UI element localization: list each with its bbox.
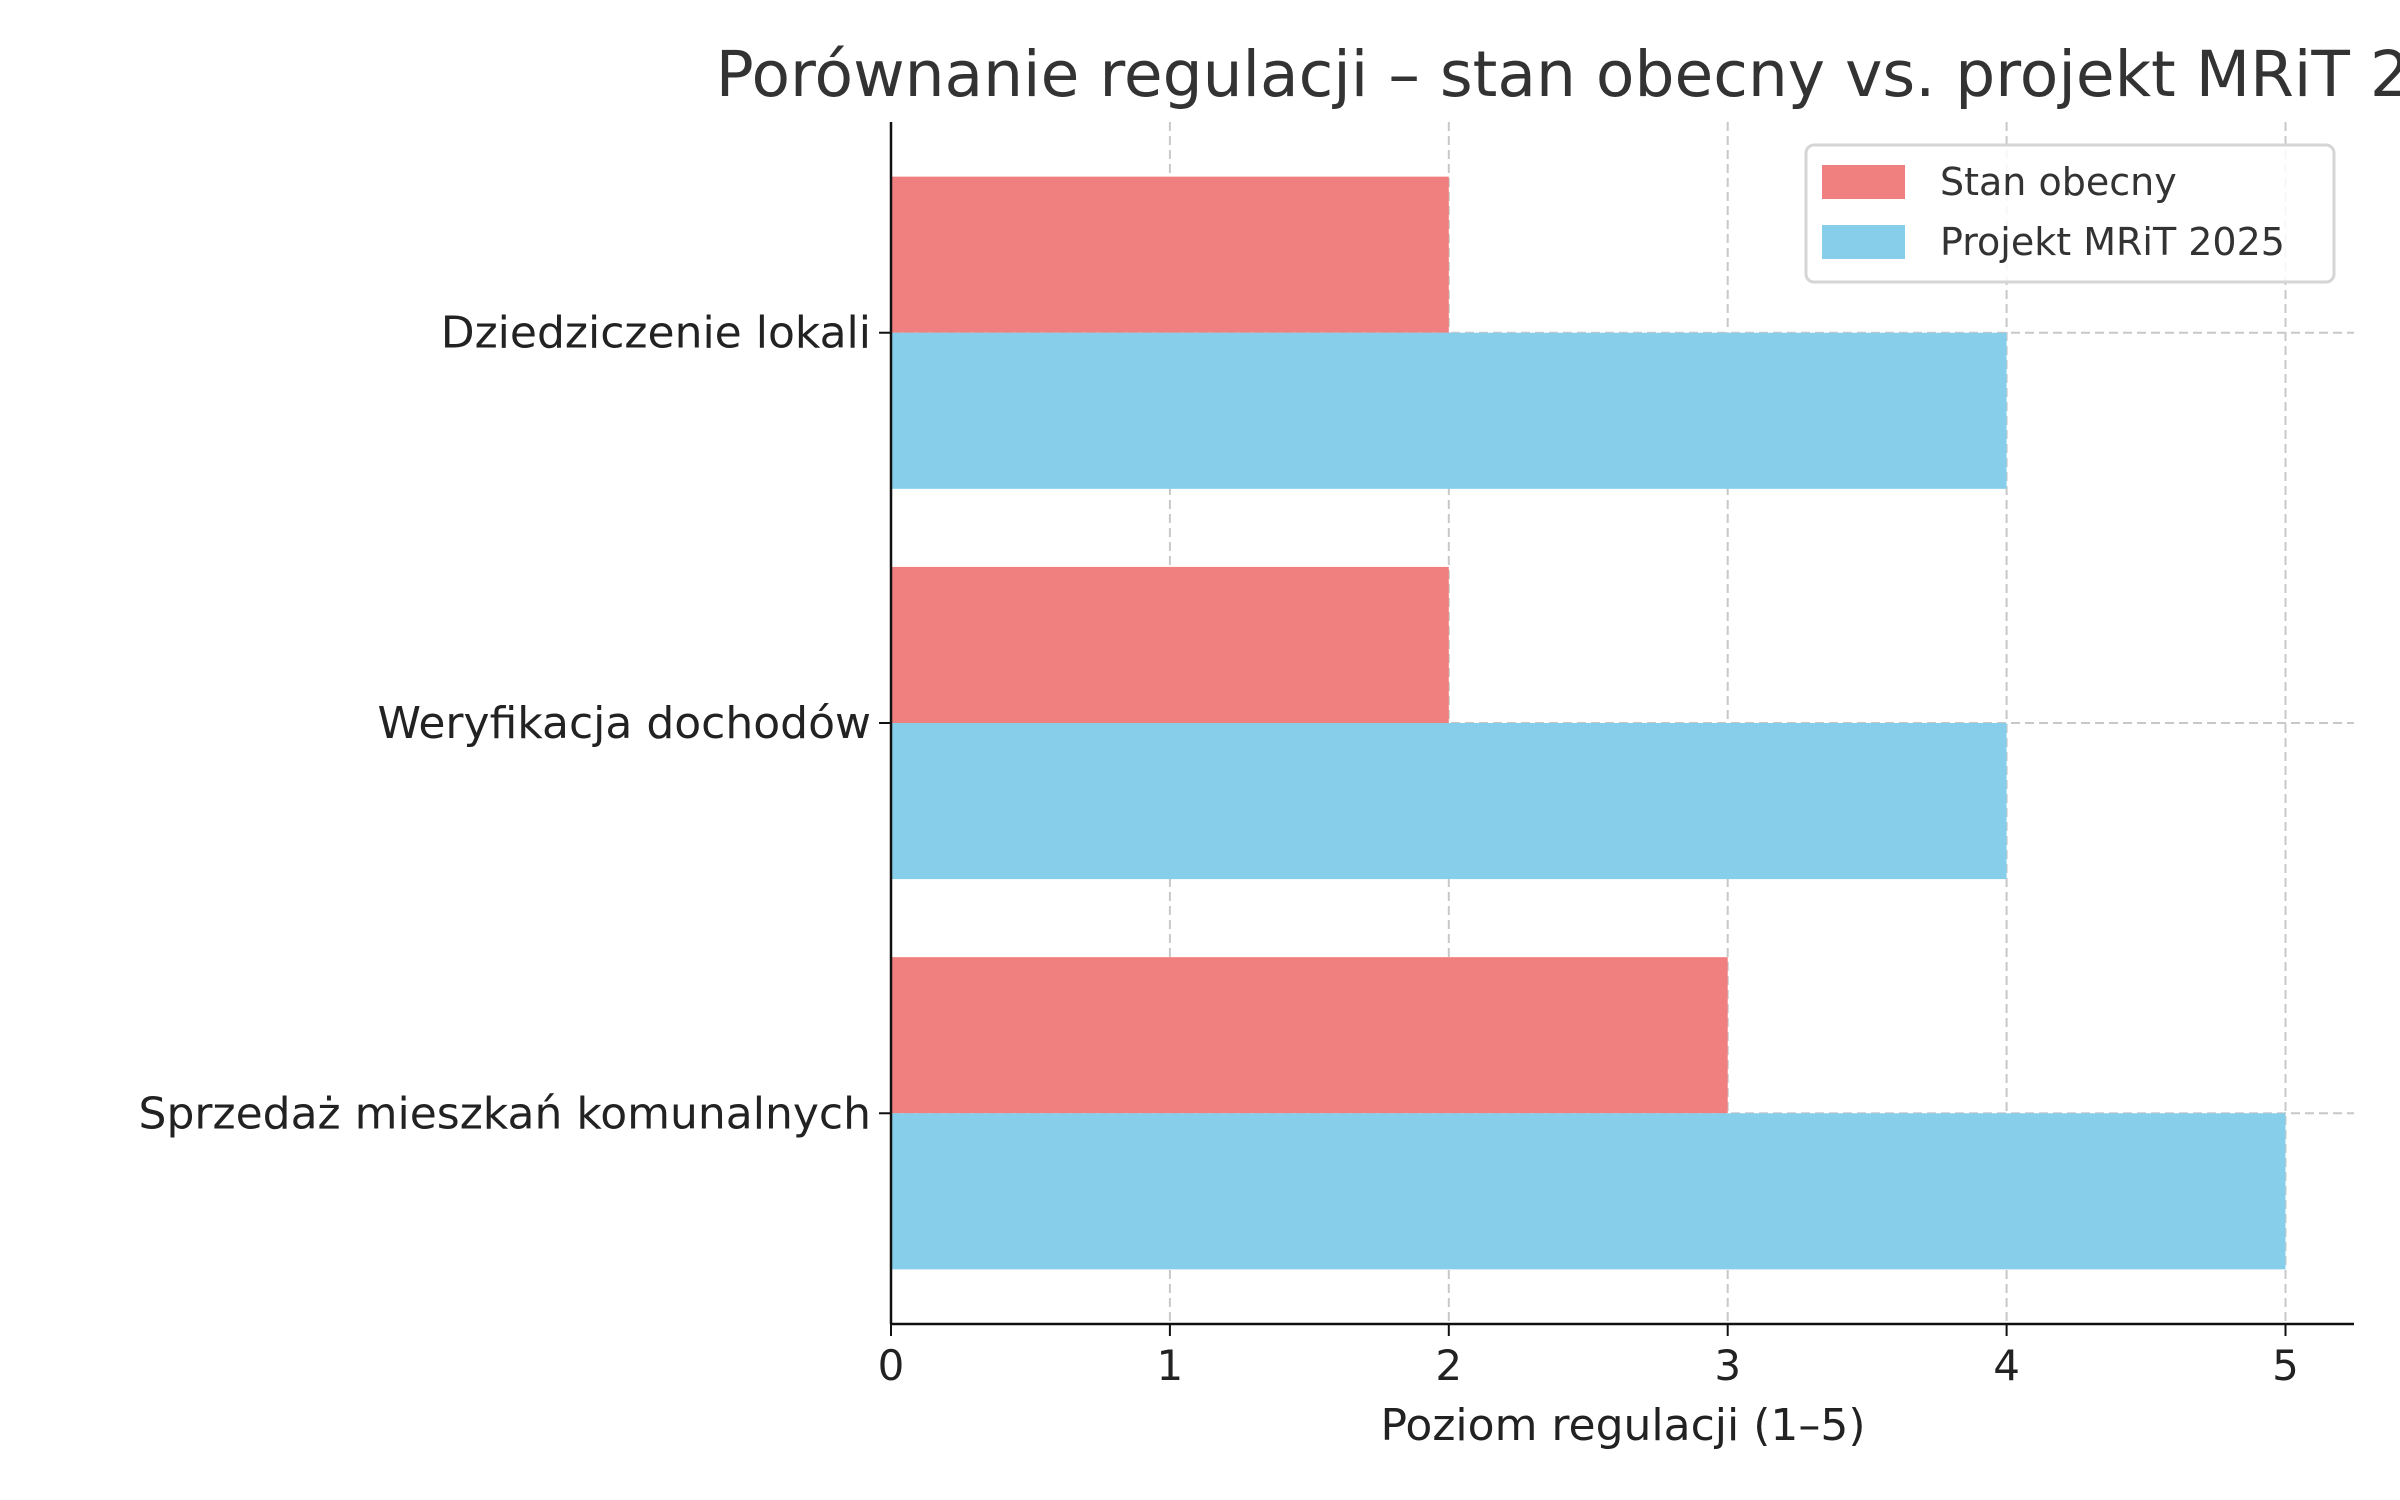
chart-title: Porównanie regulacji – stan obecny vs. p… — [716, 38, 2400, 111]
x-axis-label: Poziom regulacji (1–5) — [1380, 1400, 1865, 1451]
x-tick-label: 5 — [2272, 1341, 2299, 1390]
y-tick-label: Sprzedaż mieszkań komunalnych — [139, 1088, 871, 1139]
x-tick-label: 1 — [1157, 1341, 1184, 1390]
x-tick-label: 3 — [1714, 1341, 1741, 1390]
legend-swatch — [1822, 165, 1905, 199]
legend-label: Projekt MRiT 2025 — [1940, 220, 2285, 264]
legend: Stan obecny Projekt MRiT 2025 — [1804, 143, 2336, 284]
bar-stan-obecny — [891, 176, 1449, 333]
bar-projekt-mrit-2025 — [891, 1113, 2286, 1270]
y-tick-label: Weryfikacja dochodów — [377, 698, 871, 749]
bar-stan-obecny — [891, 566, 1449, 723]
legend-box — [1804, 143, 2336, 284]
bar-projekt-mrit-2025 — [891, 723, 2007, 880]
legend-swatch — [1822, 225, 1905, 259]
x-tick-label: 0 — [878, 1341, 905, 1390]
bar-stan-obecny — [891, 957, 1728, 1114]
y-tick-label: Dziedziczenie lokali — [441, 308, 871, 359]
x-tick-label: 4 — [1993, 1341, 2020, 1390]
x-tick-label: 2 — [1435, 1341, 1462, 1390]
legend-label: Stan obecny — [1940, 160, 2177, 204]
bar-projekt-mrit-2025 — [891, 332, 2007, 489]
